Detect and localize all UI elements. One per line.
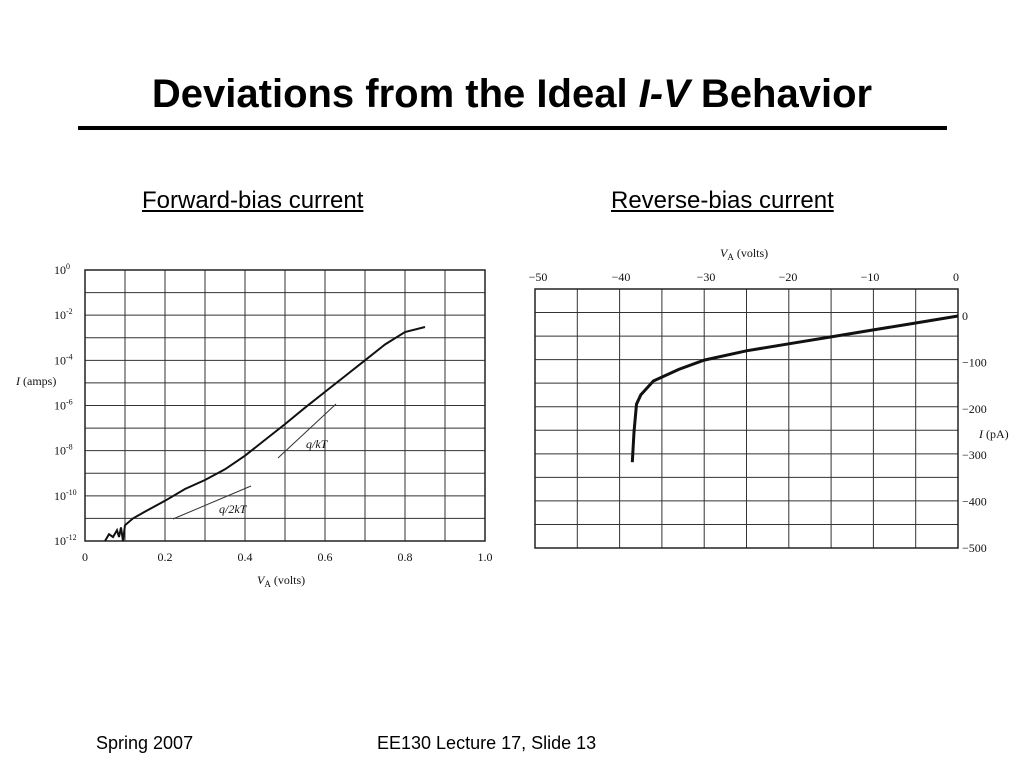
reverse-x-tick-label: −30 — [697, 270, 716, 284]
forward-y-tick-label: 10-6 — [54, 398, 73, 413]
footer-date: Spring 2007 — [96, 733, 194, 753]
reverse-y-tick-label: −400 — [962, 495, 987, 509]
forward-x-tick-label: 0.8 — [398, 550, 413, 564]
forward-y-tick-label: 100 — [54, 262, 70, 277]
forward-x-tick-label: 0.6 — [318, 550, 333, 564]
forward-y-tick-label: 10-4 — [54, 352, 73, 367]
reverse-y-tick-label: −300 — [962, 448, 987, 462]
forward-bias-subtitle: Forward-bias current — [142, 187, 364, 214]
reverse-bias-chart: −50 −40 −30 −20 −10 00−100−200−300−400−500 I … — [529, 246, 1009, 555]
forward-y-tick-label: 10-8 — [54, 443, 73, 458]
reverse-grid — [535, 289, 958, 548]
reverse-y-tick-label: −500 — [962, 541, 987, 555]
title-italic-iv: I-V — [638, 72, 690, 116]
q-over-2kt-reference-line — [172, 485, 252, 520]
reverse-x-tick-label: 0 — [953, 270, 959, 284]
forward-x-tick-label: 0.4 — [238, 550, 253, 564]
forward-x-axis-label: VA (volts) — [257, 573, 305, 589]
footer-slide-number: EE130 Lecture 17, Slide 13 — [377, 733, 597, 753]
slide-title: Deviations from the Ideal I-V Behavior — [0, 70, 1024, 118]
title-suffix: Behavior — [689, 72, 873, 116]
reverse-bias-subtitle: Reverse-bias current — [611, 187, 834, 214]
reverse-y-tick-label: −100 — [962, 355, 987, 369]
forward-x-tick-label: 0 — [82, 550, 88, 564]
forward-y-tick-label: 10-2 — [54, 307, 73, 322]
q-over-kt-reference-line — [277, 403, 337, 459]
forward-grid — [85, 270, 485, 541]
q-over-2kt-label: q/2kT — [219, 502, 248, 516]
reverse-iv-curve — [630, 314, 959, 463]
reverse-y-tick-label: 0 — [962, 309, 968, 323]
reverse-x-tick-label: −20 — [779, 270, 798, 284]
forward-x-tick-label: 1.0 — [478, 550, 493, 564]
forward-tick-labels: 0 0.2 0.4 0.6 0.8 1.0 100 10-2 10-4 10-6 10-8 10-10… — [54, 262, 493, 564]
title-prefix: Deviations from the Ideal — [151, 72, 639, 116]
forward-x-tick-label: 0.2 — [158, 550, 173, 564]
reverse-x-axis-label: VA (volts) — [720, 246, 768, 262]
forward-slope-annotations: q/kT q/2kT — [172, 403, 337, 520]
reverse-y-tick-label: −200 — [962, 402, 987, 416]
forward-y-tick-label: 10-10 — [54, 488, 77, 503]
reverse-tick-labels: −50 −40 −30 −20 −10 00−100−200−300−400−500 — [529, 270, 987, 555]
reverse-x-tick-label: −50 — [529, 270, 548, 284]
forward-bias-chart: 0 0.2 0.4 0.6 0.8 1.0 100 10-2 10-4 10-6 10-8 10-10… — [15, 262, 493, 589]
forward-plot-frame — [84, 269, 486, 542]
forward-iv-curve — [104, 326, 426, 542]
q-over-kt-label: q/kT — [306, 437, 329, 451]
reverse-y-axis-label: I (pA) — [978, 427, 1009, 441]
reverse-x-tick-label: −40 — [612, 270, 631, 284]
forward-y-tick-label: 10-12 — [54, 533, 77, 548]
reverse-x-tick-label: −10 — [861, 270, 880, 284]
reverse-plot-frame — [534, 288, 959, 549]
forward-y-axis-label: I (amps) — [15, 374, 56, 388]
title-underline — [78, 126, 947, 130]
